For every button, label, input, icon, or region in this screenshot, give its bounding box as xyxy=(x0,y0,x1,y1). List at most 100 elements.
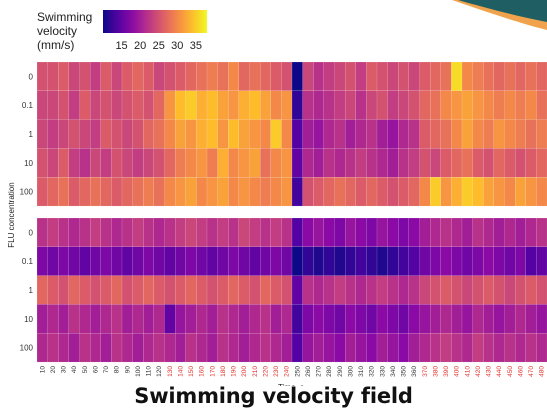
y-tick-label: 10 xyxy=(24,315,33,324)
heatmap-cell xyxy=(111,177,123,207)
heatmap-cell xyxy=(196,177,208,207)
x-tick-label: 70 xyxy=(103,366,110,374)
heatmap-cell xyxy=(345,61,356,91)
x-tick-label: 340 xyxy=(390,366,397,377)
heatmap-cell xyxy=(164,333,176,363)
heatmap-cell xyxy=(143,333,155,363)
heatmap-cell xyxy=(228,275,240,305)
heatmap-cell xyxy=(143,304,155,334)
x-tick-label: 320 xyxy=(369,366,376,377)
heatmap-cell xyxy=(143,246,155,276)
heatmap-cell xyxy=(387,275,399,305)
heatmap-cell xyxy=(121,61,133,91)
heatmap-cell xyxy=(217,61,229,91)
heatmap-cell xyxy=(408,275,420,305)
heatmap-cell xyxy=(398,304,410,334)
heatmap-cell xyxy=(334,304,346,334)
heatmap-cell xyxy=(238,333,250,363)
x-tick-label: 480 xyxy=(539,366,546,377)
heatmap-cell xyxy=(483,217,495,247)
heatmap-cell xyxy=(281,177,293,207)
x-tick-label: 240 xyxy=(284,366,291,377)
y-tick-label: 10 xyxy=(24,159,33,168)
heatmap-cell xyxy=(483,333,495,363)
heatmap-cell xyxy=(143,90,155,120)
heatmap-cell xyxy=(366,304,378,334)
heatmap-cell xyxy=(206,217,218,247)
heatmap-cell xyxy=(47,275,59,305)
heatmap-cell xyxy=(121,177,133,207)
heatmap-cell xyxy=(153,246,165,276)
heatmap-cell xyxy=(206,275,218,305)
heatmap-cell xyxy=(536,90,547,120)
heatmap-cell xyxy=(90,119,101,149)
heatmap-cell xyxy=(217,275,229,305)
heatmap-cell xyxy=(206,246,218,276)
heatmap-cell xyxy=(419,61,431,91)
heatmap-cell xyxy=(376,119,388,149)
y-tick-label: 100 xyxy=(20,188,34,197)
heatmap-cell xyxy=(483,148,495,178)
heatmap-cell xyxy=(196,246,208,276)
x-tick-label: 230 xyxy=(273,366,280,377)
heatmap-cell xyxy=(366,177,378,207)
heatmap-cell xyxy=(281,333,293,363)
heatmap-cell xyxy=(153,119,165,149)
heatmap-cell xyxy=(47,246,59,276)
heatmap-cell xyxy=(270,304,282,334)
heatmap-cell xyxy=(334,148,346,178)
heatmap-cell xyxy=(451,333,463,363)
heatmap-cell xyxy=(175,61,186,91)
heatmap-cell xyxy=(153,333,165,363)
heatmap-cell xyxy=(111,246,123,276)
heatmap-cell xyxy=(238,119,250,149)
heatmap-cell xyxy=(36,61,48,91)
heatmap-cell xyxy=(153,275,165,305)
heatmap-cell xyxy=(461,333,473,363)
heatmap-cell xyxy=(504,304,516,334)
x-tick-label: 420 xyxy=(475,366,482,377)
heatmap-cell xyxy=(430,246,441,276)
heatmap-cell xyxy=(536,304,547,334)
heatmap-cell xyxy=(345,217,356,247)
heatmap-cell xyxy=(196,275,208,305)
heatmap-cell xyxy=(47,304,59,334)
heatmap-cell xyxy=(355,119,367,149)
heatmap-cell xyxy=(387,333,399,363)
heatmap-cell xyxy=(525,333,537,363)
y-tick-label: 0.1 xyxy=(22,257,34,266)
heatmap-cell xyxy=(175,177,186,207)
heatmap-cell xyxy=(185,61,197,91)
heatmap-cell xyxy=(345,333,356,363)
heatmap-panels xyxy=(36,61,547,363)
x-tick-label: 440 xyxy=(496,366,503,377)
heatmap-cell xyxy=(90,217,101,247)
heatmap-cell xyxy=(175,275,186,305)
heatmap-cell xyxy=(270,217,282,247)
heatmap-cell xyxy=(345,246,356,276)
heatmap-cell xyxy=(153,177,165,207)
heatmap-cell xyxy=(376,304,388,334)
heatmap-cell xyxy=(398,90,410,120)
heatmap-cell xyxy=(121,246,133,276)
heatmap-cell xyxy=(323,246,335,276)
y-tick-label: 1 xyxy=(29,286,34,295)
y-tick-label: 100 xyxy=(20,344,34,353)
heatmap-cell xyxy=(483,275,495,305)
heatmap-cell xyxy=(536,177,547,207)
heatmap-cell xyxy=(387,177,399,207)
heatmap-cell xyxy=(355,61,367,91)
heatmap-cell xyxy=(430,148,441,178)
heatmap-cell xyxy=(451,148,463,178)
heatmap-cell xyxy=(217,90,229,120)
legend-tick-label: 35 xyxy=(190,40,202,52)
heatmap-cell xyxy=(68,304,80,334)
heatmap-cell xyxy=(47,333,59,363)
x-tick-label: 90 xyxy=(124,366,131,374)
heatmap-cell xyxy=(238,61,250,91)
heatmap-cell xyxy=(408,246,420,276)
heatmap-cell xyxy=(260,333,271,363)
heatmap-cell xyxy=(68,246,80,276)
heatmap-cell xyxy=(206,177,218,207)
x-tick-label: 270 xyxy=(316,366,323,377)
